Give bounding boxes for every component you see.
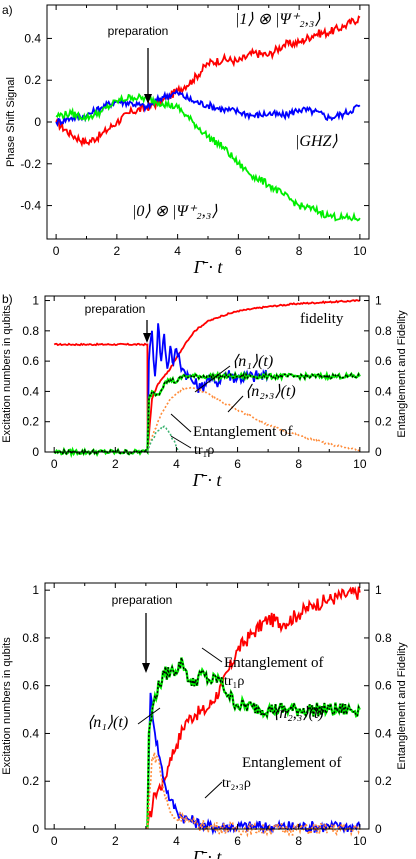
- series-line-orange: [146, 752, 361, 838]
- n1-pointer: [137, 707, 161, 725]
- x-tick-label: 10: [353, 457, 367, 471]
- entanglement-tr23-pointer: [204, 781, 223, 799]
- series-line-green: [55, 92, 361, 222]
- x-tick-label: 2: [112, 834, 119, 848]
- entanglement-label-line1: Entanglement of: [193, 424, 293, 440]
- y2-tick-label: 0.4: [375, 726, 392, 740]
- y-tick-label: 1: [32, 583, 39, 597]
- n1-label: ⟨n₁⟩(t): [87, 714, 128, 731]
- panel-b-top: b)0 2 4 6 8 100 00.2 0.20.4 0.40.6 0.60.8 0.81 1Γ̄ …: [1, 292, 408, 490]
- entanglement-pointer-2: [170, 435, 192, 449]
- preparation-label: preparation: [108, 24, 169, 38]
- panel-b-bottom: 0 2 4 6 8 100 00.2 0.20.4 0.40.6 0.60.8 0.81 1Γ̄ · …: [1, 582, 408, 859]
- y2-tick-label: 0: [375, 445, 382, 459]
- series-line-green-underlay: [146, 657, 361, 830]
- x-tick-label: 4: [174, 244, 181, 258]
- y2-tick-label: 0.8: [375, 631, 392, 645]
- y2-tick-label: 1: [375, 583, 382, 597]
- n1-pointer: [194, 365, 231, 393]
- y-tick-label: 0.8: [22, 324, 39, 338]
- x-tick-label: 8: [295, 457, 302, 471]
- x-tick-label: 4: [173, 834, 180, 848]
- y2-axis-label: Entanglement and Fidelity: [396, 642, 408, 770]
- x-tick-label: 2: [112, 457, 119, 471]
- x-tick-label: 0: [53, 244, 60, 258]
- series-line-teal: [146, 425, 181, 453]
- y-tick-label: 0.2: [24, 73, 41, 87]
- series-line-orange: [146, 386, 360, 453]
- panel-label-b: b): [2, 292, 13, 306]
- x-tick-label: 4: [173, 457, 180, 471]
- preparation-label: preparation: [112, 593, 173, 607]
- y-axis-label: Phase Shift Signal: [5, 77, 17, 167]
- x-tick-label: 8: [295, 834, 302, 848]
- blue-series-label: |GHZ⟩: [295, 133, 338, 150]
- y-tick-label: 0.6: [22, 679, 39, 693]
- entanglement-pointer: [170, 413, 192, 433]
- n23-pointer: [227, 395, 244, 413]
- entanglement-tr1-line2: tr₁ρ: [224, 674, 244, 689]
- preparation-arrowhead: [144, 94, 152, 104]
- green-series-label: |0⟩ ⊗ |Ψ⁺₂,₃⟩: [132, 203, 218, 220]
- n23-label: ⟨n₂,₃⟩(t): [245, 383, 296, 400]
- preparation-arrowhead: [143, 333, 151, 343]
- y2-axis-label: Entanglement and Fidelity: [396, 310, 408, 438]
- preparation-label: preparation: [85, 302, 146, 316]
- x-axis-label: Γ̄ · t: [193, 257, 224, 277]
- y-tick-label: 0.4: [22, 726, 39, 740]
- x-tick-label: 10: [353, 834, 367, 848]
- entanglement-label-line2: tr₁ρ: [194, 443, 214, 458]
- n23-label: ⟨n₂,₃⟩(t): [273, 705, 324, 722]
- x-tick-label: 0: [51, 457, 58, 471]
- series-line-blue: [55, 88, 361, 128]
- entanglement-tr23-line2: tr₂,₃ρ: [222, 776, 251, 791]
- x-axis-label: Γ̄ · t: [192, 470, 223, 490]
- y-tick-label: 0.2: [22, 774, 39, 788]
- red-series-label: |1⟩ ⊗ |Ψ⁺₂,₃⟩: [235, 11, 321, 28]
- y2-tick-label: 0.2: [375, 415, 392, 429]
- y-tick-label: 0: [32, 445, 39, 459]
- series-line-black: [146, 657, 361, 830]
- x-tick-label: 8: [296, 244, 303, 258]
- series-line-black: [53, 371, 361, 457]
- entanglement-tr1-pointer: [201, 647, 223, 663]
- entanglement-tr1-line1: Entanglement of: [224, 655, 324, 671]
- panel-label-a: a): [2, 3, 13, 17]
- y-tick-label: 0.4: [24, 31, 41, 45]
- y-tick-label: 0.2: [22, 415, 39, 429]
- y-tick-label: -0.2: [20, 157, 41, 171]
- y-tick-label: 0.4: [22, 384, 39, 398]
- y-tick-label: 0.8: [22, 631, 39, 645]
- n1-label: ⟨n₁⟩(t): [232, 353, 273, 370]
- y-tick-label: 1: [32, 294, 39, 308]
- x-axis-label: Γ̄ · t: [192, 847, 223, 859]
- series-line-red: [53, 299, 361, 450]
- panel-a: a) 0 2 4 6 8 10 -0.4 -0.2 0 0.2 0.4 Γ̄ · t Phase Shif…: [2, 3, 370, 277]
- y-tick-label: 0: [34, 115, 41, 129]
- x-tick-label: 10: [353, 244, 367, 258]
- y-tick-label: 0: [32, 822, 39, 836]
- x-tick-label: 6: [234, 457, 241, 471]
- x-tick-label: 2: [114, 244, 121, 258]
- y2-tick-label: 0.2: [375, 774, 392, 788]
- y2-tick-label: 0.8: [375, 324, 392, 338]
- y-tick-label: -0.4: [20, 199, 41, 213]
- y2-tick-label: 0.6: [375, 354, 392, 368]
- fidelity-label: fidelity: [300, 311, 344, 327]
- preparation-arrowhead: [142, 663, 150, 673]
- y2-tick-label: 0: [375, 822, 382, 836]
- series-line-red: [55, 15, 361, 148]
- entanglement-tr23-line1: Entanglement of: [242, 755, 342, 771]
- x-tick-label: 6: [235, 244, 242, 258]
- y-axis-label: Excitation numbers in qubits: [1, 305, 13, 443]
- x-tick-label: 0: [51, 834, 58, 848]
- y-tick-label: 0.6: [22, 354, 39, 368]
- y-axis-label: Excitation numbers in qubits: [1, 637, 13, 775]
- y2-tick-label: 0.6: [375, 679, 392, 693]
- y2-tick-label: 0.4: [375, 384, 392, 398]
- y2-tick-label: 1: [375, 294, 382, 308]
- x-tick-label: 6: [234, 834, 241, 848]
- series-line-red: [146, 586, 361, 830]
